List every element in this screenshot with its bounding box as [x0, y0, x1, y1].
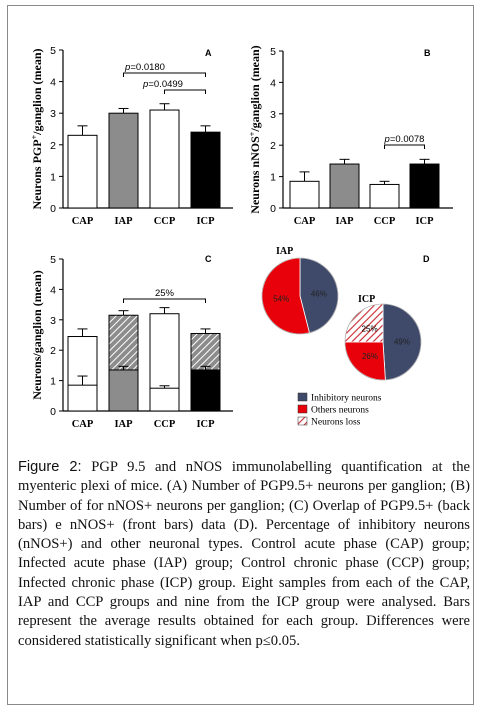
figure-frame — [7, 5, 474, 705]
pie-icp: ICP 49% 26% 25% — [344, 294, 422, 381]
bar-icp — [190, 131, 221, 209]
pie-slice-label: 54% — [273, 294, 289, 303]
legend-label: Inhibitory neurons — [311, 394, 382, 404]
legend-swatch — [297, 404, 308, 414]
x-tick-label: ICP — [196, 216, 215, 227]
pie-slice — [344, 341, 386, 381]
significance-bracket — [384, 144, 425, 149]
x-tick-label: CAP — [294, 216, 316, 227]
y-tick-label: 0 — [50, 406, 56, 418]
x-tick-label: IAP — [114, 216, 133, 227]
significance-bracket — [164, 89, 206, 94]
y-tick-label: 3 — [50, 315, 56, 327]
x-tick-label: CCP — [154, 419, 176, 430]
bar-icp — [409, 163, 440, 209]
y-tick-label: 3 — [50, 108, 56, 120]
x-tick-label: IAP — [114, 419, 133, 430]
pie-legend: Inhibitory neurons Others neurons Neurons … — [297, 392, 382, 428]
bar-iap — [108, 112, 139, 209]
significance-label: p=0.0078 — [384, 134, 425, 145]
panel-letter: B — [424, 48, 431, 58]
front-bar-cap — [67, 384, 98, 412]
bar-ccp — [369, 183, 400, 209]
figure-panels: 0 1 2 3 4 5 CAP IAP CCP ICP A Neurons PGP+/ganglion… — [30, 45, 453, 430]
significance-label: 25% — [155, 288, 175, 299]
figure-caption: Figure 2: PGP 9.5 and nNOS immunolabelli… — [18, 458, 470, 651]
panel-letter: D — [423, 254, 430, 264]
y-tick-label: 2 — [50, 345, 56, 357]
pie-slice — [344, 303, 384, 343]
y-tick-label: 1 — [50, 376, 56, 388]
panel-letter: A — [205, 48, 212, 58]
pie-outline — [344, 303, 422, 381]
legend-swatch — [297, 392, 308, 402]
significance-label: p=0.0499 — [142, 79, 183, 90]
panel-c-chart: 0 1 2 3 4 5 CAP IAP CCP ICP C Neurons/ganglion (mea… — [30, 254, 233, 430]
legend-label: Others neurons — [311, 406, 369, 416]
x-tick-label: CCP — [154, 216, 176, 227]
y-tick-label: 4 — [270, 77, 276, 89]
y-tick-label: 1 — [270, 172, 276, 184]
pie-iap: IAP 46% 54% — [261, 246, 339, 335]
y-tick-label: 5 — [50, 45, 56, 57]
x-tick-label: CAP — [72, 419, 94, 430]
figure-label: Figure 2: — [18, 459, 82, 475]
pie-title: IAP — [276, 246, 293, 257]
front-bar-iap — [108, 369, 139, 412]
x-tick-label: CAP — [72, 216, 94, 227]
x-tick-label: ICP — [415, 216, 434, 227]
y-tick-label: 0 — [270, 203, 276, 215]
x-tick-label: ICP — [196, 419, 215, 430]
y-tick-label: 3 — [270, 109, 276, 121]
y-tick-label: 5 — [50, 254, 56, 266]
front-bar-icp — [190, 369, 221, 412]
panel-d-pie-charts: D IAP 46% 54% ICP 49% 26% 25% Inhibitory neurons… — [261, 246, 430, 428]
panel-letter: C — [205, 254, 212, 264]
pie-title: ICP — [358, 294, 375, 305]
significance-bracket — [123, 298, 206, 303]
legend-swatch — [297, 416, 308, 426]
y-tick-label: 0 — [50, 203, 56, 215]
y-axis-label: Neurons PGP+/ganglion (mean) — [30, 48, 44, 209]
y-tick-label: 2 — [270, 140, 276, 152]
bar-cap — [289, 180, 320, 209]
y-tick-label: 1 — [50, 171, 56, 183]
bar-cap — [67, 134, 98, 209]
x-tick-label: IAP — [335, 216, 354, 227]
figure-caption-text: PGP 9.5 and nNOS immunolabelling quantif… — [18, 459, 470, 649]
y-tick-label: 5 — [270, 46, 276, 58]
bar-iap — [329, 163, 360, 209]
panel-b-chart: 0 1 2 3 4 5 CAP IAP CCP ICP B Neurons nNOS+/ganglio… — [248, 45, 453, 227]
front-bar-ccp — [149, 387, 180, 412]
y-tick-label: 4 — [50, 284, 56, 296]
y-axis-label: Neurons nNOS+/ganglion (mean) — [248, 45, 262, 213]
pie-slice-label: 26% — [362, 352, 378, 361]
significance-label: p=0.0180 — [124, 62, 165, 73]
pie-slice-label: 25% — [362, 325, 378, 334]
x-tick-label: CCP — [374, 216, 396, 227]
pie-outline — [261, 257, 339, 335]
significance-bracket — [123, 72, 206, 77]
bar-ccp — [149, 109, 180, 209]
pie-slice-label: 46% — [311, 290, 327, 299]
panel-a-chart: 0 1 2 3 4 5 CAP IAP CCP ICP A Neurons PGP+/ganglion… — [30, 45, 233, 227]
legend-label: Neurons loss — [311, 418, 361, 428]
y-tick-label: 4 — [50, 77, 56, 89]
pie-slice-label: 49% — [394, 337, 410, 346]
y-axis-label: Neurons/ganglion (mean) — [30, 270, 44, 399]
y-tick-label: 2 — [50, 140, 56, 152]
